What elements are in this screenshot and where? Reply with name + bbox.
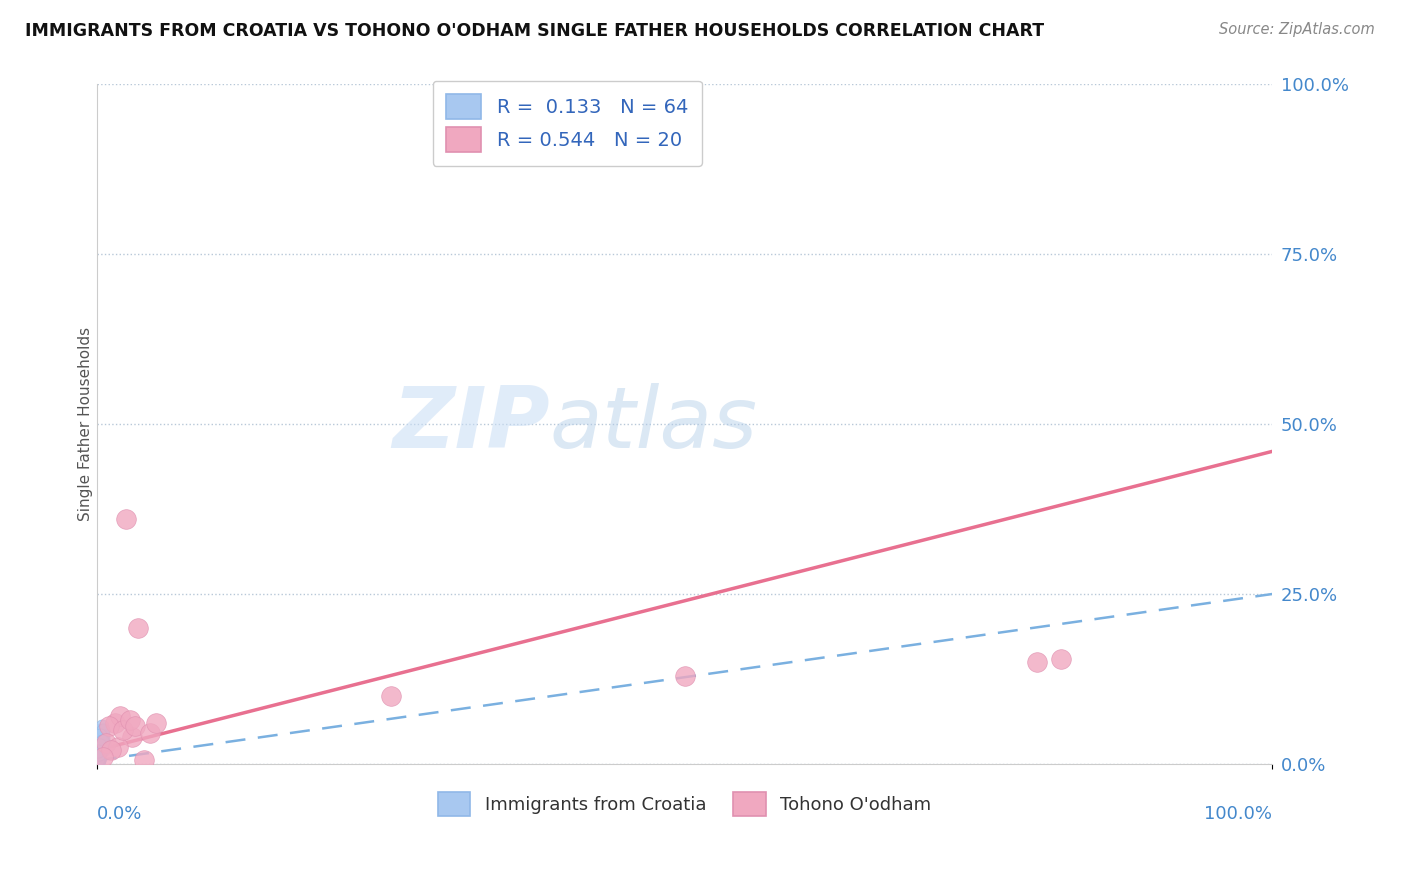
- Point: [91, 736, 114, 750]
- Point: [107, 739, 129, 754]
- Point: [89, 748, 111, 763]
- Point: [115, 512, 138, 526]
- Point: [89, 742, 111, 756]
- Point: [90, 731, 112, 745]
- Point: [87, 751, 110, 765]
- Point: [89, 733, 111, 747]
- Point: [100, 743, 122, 757]
- Point: [103, 716, 125, 731]
- Text: ZIP: ZIP: [392, 383, 550, 466]
- Point: [87, 747, 110, 761]
- Point: [93, 736, 115, 750]
- Point: [87, 743, 110, 757]
- Legend: Immigrants from Croatia, Tohono O'odham: Immigrants from Croatia, Tohono O'odham: [430, 785, 939, 822]
- Point: [89, 745, 111, 759]
- Point: [110, 709, 132, 723]
- Point: [380, 689, 402, 703]
- Point: [89, 738, 111, 752]
- Point: [90, 735, 112, 749]
- Point: [89, 730, 111, 744]
- Point: [89, 740, 111, 755]
- Point: [127, 621, 149, 635]
- Point: [89, 753, 111, 767]
- Point: [91, 724, 114, 739]
- Point: [89, 728, 111, 742]
- Point: [89, 723, 111, 737]
- Point: [111, 723, 134, 737]
- Text: 0.0%: 0.0%: [97, 805, 142, 822]
- Point: [90, 739, 112, 754]
- Point: [87, 747, 110, 762]
- Point: [91, 723, 114, 737]
- Point: [87, 748, 110, 763]
- Point: [89, 747, 111, 762]
- Point: [90, 739, 112, 753]
- Point: [90, 733, 112, 747]
- Point: [124, 719, 146, 733]
- Point: [121, 730, 143, 744]
- Text: Source: ZipAtlas.com: Source: ZipAtlas.com: [1219, 22, 1375, 37]
- Point: [87, 752, 110, 766]
- Point: [87, 745, 110, 759]
- Point: [87, 750, 110, 764]
- Point: [89, 747, 111, 761]
- Point: [90, 734, 112, 748]
- Point: [145, 716, 167, 731]
- Point: [89, 726, 111, 740]
- Point: [90, 728, 112, 742]
- Point: [89, 738, 111, 752]
- Point: [89, 736, 111, 750]
- Point: [1050, 651, 1073, 665]
- Point: [91, 743, 114, 757]
- Point: [1026, 655, 1049, 669]
- Point: [87, 750, 110, 764]
- Point: [89, 738, 111, 752]
- Point: [89, 751, 111, 765]
- Point: [89, 738, 111, 752]
- Point: [132, 753, 155, 767]
- Y-axis label: Single Father Households: Single Father Households: [79, 327, 93, 521]
- Point: [673, 668, 696, 682]
- Point: [89, 732, 111, 747]
- Point: [89, 746, 111, 760]
- Point: [87, 750, 110, 764]
- Point: [87, 743, 110, 757]
- Text: 100.0%: 100.0%: [1205, 805, 1272, 822]
- Point: [91, 750, 114, 764]
- Point: [89, 743, 111, 757]
- Point: [89, 752, 111, 766]
- Point: [89, 747, 111, 762]
- Point: [87, 744, 110, 758]
- Point: [89, 753, 111, 767]
- Point: [89, 747, 111, 762]
- Text: IMMIGRANTS FROM CROATIA VS TOHONO O'ODHAM SINGLE FATHER HOUSEHOLDS CORRELATION C: IMMIGRANTS FROM CROATIA VS TOHONO O'ODHA…: [25, 22, 1045, 40]
- Point: [91, 736, 114, 750]
- Point: [89, 739, 111, 754]
- Point: [139, 726, 162, 740]
- Point: [90, 719, 112, 733]
- Point: [118, 713, 141, 727]
- Point: [91, 731, 114, 745]
- Text: atlas: atlas: [550, 383, 758, 466]
- Point: [89, 730, 111, 744]
- Point: [89, 739, 111, 754]
- Point: [91, 728, 114, 742]
- Point: [89, 742, 111, 756]
- Point: [90, 734, 112, 748]
- Point: [96, 736, 118, 750]
- Point: [90, 733, 112, 747]
- Point: [87, 751, 110, 765]
- Point: [89, 736, 111, 750]
- Point: [87, 753, 110, 767]
- Point: [87, 742, 110, 756]
- Point: [97, 719, 120, 733]
- Point: [90, 730, 112, 744]
